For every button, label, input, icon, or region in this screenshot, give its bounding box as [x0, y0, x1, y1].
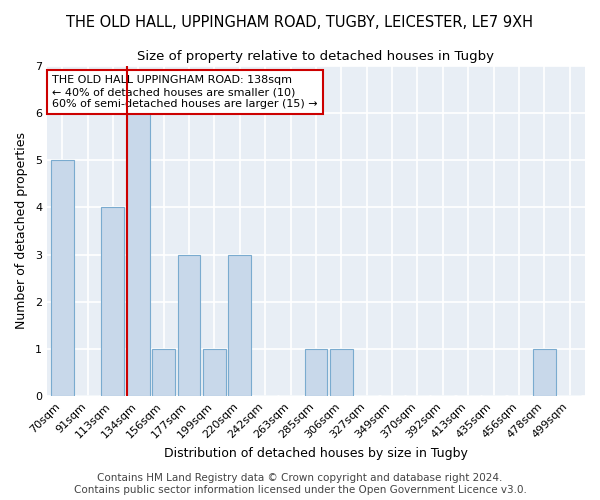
X-axis label: Distribution of detached houses by size in Tugby: Distribution of detached houses by size …: [164, 447, 468, 460]
Text: THE OLD HALL, UPPINGHAM ROAD, TUGBY, LEICESTER, LE7 9XH: THE OLD HALL, UPPINGHAM ROAD, TUGBY, LEI…: [67, 15, 533, 30]
Y-axis label: Number of detached properties: Number of detached properties: [15, 132, 28, 330]
Text: THE OLD HALL UPPINGHAM ROAD: 138sqm
← 40% of detached houses are smaller (10)
60: THE OLD HALL UPPINGHAM ROAD: 138sqm ← 40…: [52, 76, 318, 108]
Bar: [152, 349, 175, 396]
Bar: [330, 349, 353, 396]
Bar: [533, 349, 556, 396]
Bar: [178, 254, 200, 396]
Text: Contains HM Land Registry data © Crown copyright and database right 2024.
Contai: Contains HM Land Registry data © Crown c…: [74, 474, 526, 495]
Bar: [127, 113, 150, 396]
Bar: [229, 254, 251, 396]
Bar: [203, 349, 226, 396]
Bar: [51, 160, 74, 396]
Bar: [305, 349, 328, 396]
Title: Size of property relative to detached houses in Tugby: Size of property relative to detached ho…: [137, 50, 494, 63]
Bar: [101, 208, 124, 396]
